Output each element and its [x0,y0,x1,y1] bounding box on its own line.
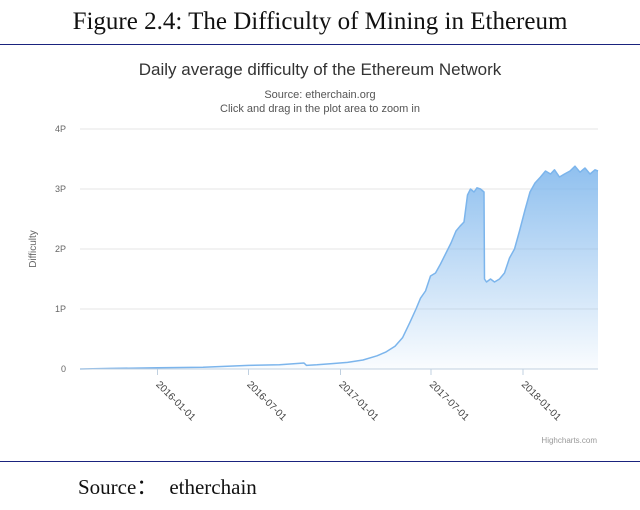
y-tick-label: 4P [55,124,66,134]
x-tick-label: 2017-07-01 [427,379,471,423]
x-tick-label: 2018-01-01 [519,379,563,423]
x-tick-label: 2016-07-01 [244,379,288,423]
difficulty-line[interactable] [79,165,599,370]
y-tick-label: 2P [55,244,66,254]
chart-zoom-hint: Click and drag in the plot area to zoom … [220,103,420,115]
y-tick-label: 1P [55,304,66,314]
top-rule [0,44,640,45]
difficulty-area [80,166,598,369]
source-label: Source： [78,475,158,499]
highcharts-credit[interactable]: Highcharts.com [541,436,597,445]
source-value: etherchain [169,475,257,499]
figure-source-note: Source： etherchain [78,471,257,501]
y-tick-label: 0 [61,364,66,374]
figure-title: Figure 2.4: The Difficulty of Mining in … [72,8,568,35]
x-tick-label: 2017-01-01 [336,379,380,423]
difficulty-chart[interactable]: 0 1P 2P 3P 4P Difficulty 2016-01-01 2016-07-01 2… [0,0,640,460]
y-tick-label: 3P [55,184,66,194]
y-axis-title: Difficulty [28,230,39,268]
chart-title: Daily average difficulty of the Ethereum… [138,60,502,79]
bottom-rule [0,461,640,462]
chart-subtitle: Source: etherchain.org [264,89,376,101]
x-tick-label: 2016-01-01 [153,379,197,423]
